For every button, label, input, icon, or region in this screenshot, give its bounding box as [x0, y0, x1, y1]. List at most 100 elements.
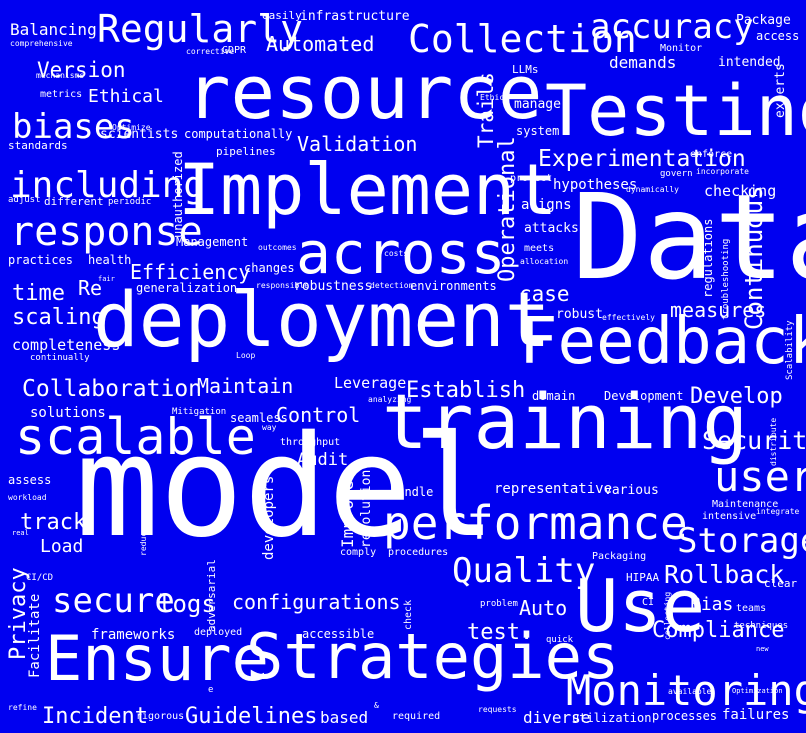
word-throughput: throughput [280, 437, 341, 448]
word-balancing: Balancing [10, 20, 97, 39]
word-configurations: configurations [232, 590, 401, 614]
word-developers: developers [261, 475, 277, 560]
word-control: Control [276, 403, 361, 427]
word-continuous: Continuous [740, 185, 768, 331]
word-scientists: scientists [100, 127, 179, 142]
word-adversarial: adversarial [205, 559, 218, 632]
word-amp: & [374, 701, 379, 710]
word-representative: representative [494, 481, 613, 497]
word-scaling: scaling [12, 305, 105, 330]
word-handle: handle [390, 485, 434, 499]
word-requests: requests [478, 705, 517, 714]
word-deployment: deployment [93, 275, 551, 364]
word-responsible: responsible [256, 281, 309, 290]
word-allocation: allocation [520, 257, 569, 266]
word-accuracy: accuracy [590, 7, 754, 47]
word-loop: Loop [236, 351, 256, 360]
word-ethics: Ethics [480, 93, 509, 102]
word-rigorous: rigorous [136, 711, 185, 722]
word-changes: changes [244, 261, 295, 275]
word-case: case [519, 282, 570, 306]
word-protect: protect [510, 173, 553, 184]
word-system: system [516, 124, 560, 138]
word-auto: Auto [519, 596, 568, 620]
word-development: Development [604, 389, 684, 403]
word-user: user [714, 452, 806, 501]
word-resolution: resolution [359, 469, 374, 548]
word-metrics: metrics [40, 89, 83, 100]
word-data: Data [572, 168, 806, 306]
word-unauthorized: unauthorized [171, 151, 185, 238]
word-diverse: diverse [523, 708, 591, 727]
word-trails: Trails [474, 72, 498, 148]
word-time: time [12, 281, 65, 306]
word-hypotheses: hypotheses [553, 177, 638, 193]
word-improve: Improve [338, 480, 357, 548]
word-detection: detection [370, 281, 414, 290]
word-distribute: distribute [769, 417, 778, 466]
word-costs: costs [384, 249, 409, 258]
word-integrate: integrate [756, 507, 800, 516]
word-refine: refine [8, 703, 37, 712]
word-gdpr: GDPR [222, 45, 247, 56]
word-resource: resource [186, 50, 543, 136]
word-experimentation: Experimentation [538, 146, 746, 172]
word-quality: Quality [452, 551, 596, 591]
word-collection: Collection [408, 17, 637, 61]
word-e: e [208, 685, 214, 695]
word-bias: Bias [690, 594, 734, 615]
word-health: health [88, 253, 132, 267]
word-logs: logs [158, 590, 216, 618]
word-demands: demands [609, 53, 677, 72]
word-analyzing: analyzing [368, 395, 412, 404]
word-facilitate: Facilitate [27, 593, 43, 678]
word-techniques: techniques [734, 621, 789, 631]
word-hipaa: HIPAA [626, 571, 660, 584]
word-ensure: Ensure [45, 622, 269, 695]
word-check: check [403, 599, 414, 630]
word-enforce: enforce [690, 149, 733, 160]
word-frameworks: frameworks [91, 627, 176, 643]
word-management: Management [176, 235, 249, 249]
word-standards: standards [8, 139, 68, 152]
word-cicd: CI/CD [26, 573, 54, 583]
word-robustness: robustness [294, 279, 373, 294]
word-teams: teams [736, 603, 767, 614]
word-different: different [44, 195, 104, 208]
word-testing: Testing [545, 70, 806, 152]
word-easily: easily [262, 9, 302, 22]
word-utilization: utilization [572, 711, 652, 725]
word-response: response [10, 209, 203, 255]
word-mitigation: Mitigation [172, 407, 227, 417]
word-way: way [262, 423, 277, 432]
word-security: Security [702, 426, 806, 455]
word-leverage: Leverage [334, 374, 407, 392]
word-practices: practices [8, 253, 74, 267]
word-intended: intended [718, 55, 781, 70]
word-maintain: Maintain [197, 374, 294, 398]
word-regulations: regulations [701, 218, 715, 298]
word-environments: environments [410, 279, 497, 293]
word-real: real [12, 529, 29, 537]
word-procedures: procedures [388, 547, 449, 558]
word-various: various [604, 483, 659, 498]
word-intensive: intensive [702, 511, 757, 522]
word-packaging: Packaging [592, 551, 647, 562]
word-implement: Implement [178, 149, 558, 231]
word-regularly: Regularly [97, 7, 303, 51]
word-periodic: periodic [108, 197, 152, 207]
word-new: new [756, 645, 769, 653]
word-model: model [75, 406, 497, 569]
word-reduce: reduce [139, 527, 148, 556]
word-performance: performance [383, 496, 688, 550]
word-problem: problem [480, 599, 518, 609]
word-validation: Validation [297, 132, 418, 156]
word-quick: quick [546, 635, 574, 645]
word-fair: fair [98, 275, 115, 283]
word-failures: failures [722, 707, 790, 723]
word-troubleshooting: troubleshooting [721, 238, 731, 320]
word-deployed: deployed [194, 627, 243, 638]
word-efficiency: Efficiency [130, 260, 251, 284]
word-feedback: Feedback [519, 305, 806, 379]
word-computationally: computationally [184, 127, 293, 141]
